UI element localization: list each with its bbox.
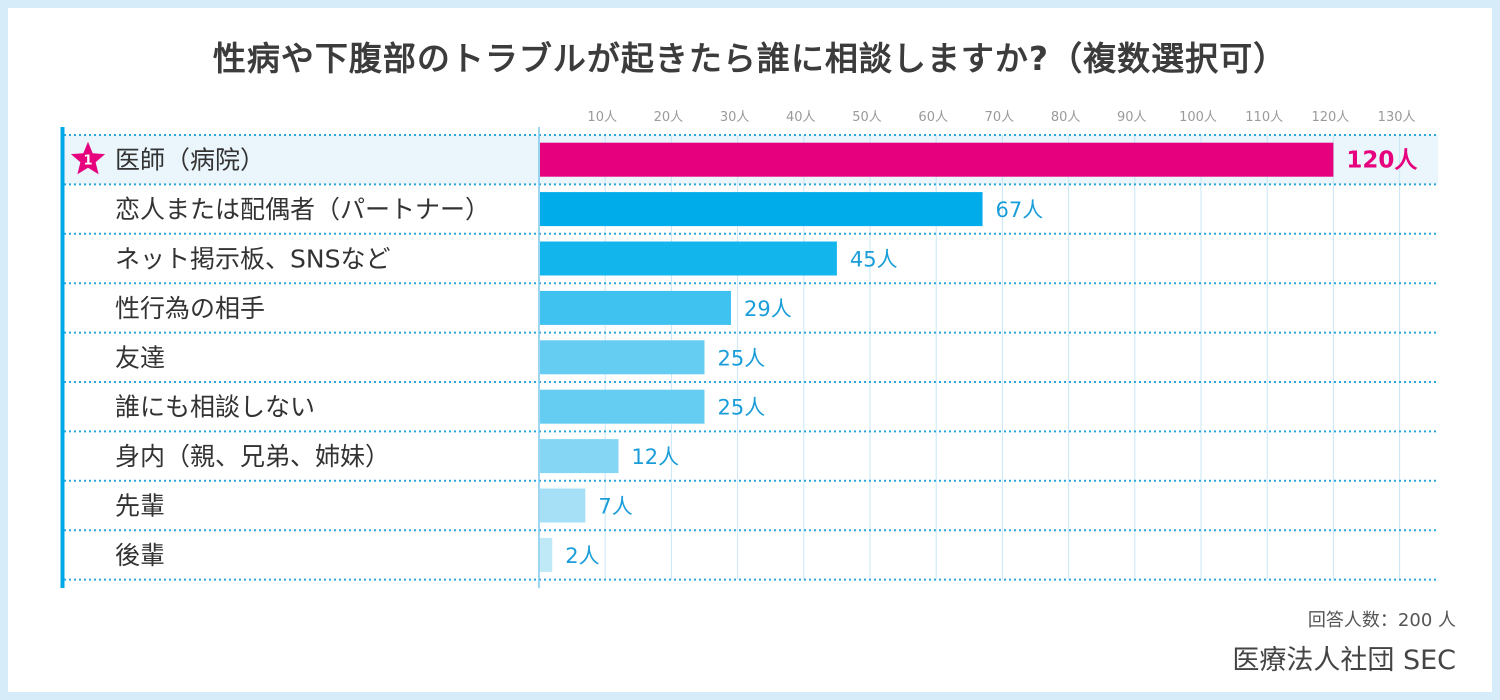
category-label: 身内（親、兄弟、姉妹）	[115, 442, 390, 471]
x-tick-label: 20人	[654, 110, 684, 125]
x-tick-label: 110人	[1245, 110, 1283, 125]
bar	[540, 192, 983, 227]
chart-title: 性病や下腹部のトラブルが起きたら誰に相談しますか?（複数選択可）	[212, 39, 1288, 78]
category-label: 性行為の相手	[115, 294, 265, 323]
category-label: 誰にも相談しない	[115, 393, 315, 422]
bar	[540, 389, 705, 424]
x-tick-label: 70人	[985, 110, 1015, 125]
x-tick-label: 40人	[786, 110, 816, 125]
rank-number: 1	[83, 154, 92, 169]
value-label: 120人	[1346, 148, 1418, 174]
category-label: 恋人または配偶者（パートナー）	[115, 195, 490, 224]
x-tick-label: 90人	[1117, 110, 1147, 125]
value-label: 25人	[718, 396, 766, 420]
respondent-count: 回答人数：200 人	[1307, 610, 1456, 631]
value-label: 2人	[565, 544, 599, 568]
x-tick-label: 50人	[852, 110, 882, 125]
value-label: 7人	[598, 495, 632, 519]
x-tick-label: 100人	[1179, 110, 1217, 125]
bar	[540, 142, 1334, 177]
bar	[540, 488, 586, 523]
bar	[540, 290, 731, 325]
bar	[540, 439, 619, 474]
category-label: 医師（病院）	[115, 146, 265, 175]
category-label: 後輩	[115, 541, 165, 570]
x-tick-label: 10人	[587, 110, 617, 125]
value-label: 29人	[744, 297, 792, 321]
x-tick-label: 60人	[918, 110, 948, 125]
category-label: ネット掲示板、SNSなど	[115, 245, 390, 274]
bar	[540, 340, 705, 375]
x-tick-label: 30人	[720, 110, 750, 125]
value-label: 67人	[996, 198, 1044, 222]
category-label: 先輩	[115, 492, 165, 521]
category-label: 友達	[115, 343, 165, 372]
rank-star-icon	[70, 141, 106, 175]
value-label: 12人	[631, 445, 679, 469]
value-label: 45人	[850, 248, 898, 272]
x-tick-label: 130人	[1378, 110, 1416, 125]
x-tick-label: 80人	[1051, 110, 1081, 125]
x-tick-label: 120人	[1311, 110, 1349, 125]
bar	[540, 241, 837, 276]
bar	[540, 537, 553, 572]
source-credit: 医療法人社団 SEC	[1232, 645, 1456, 676]
value-label: 25人	[718, 346, 766, 370]
